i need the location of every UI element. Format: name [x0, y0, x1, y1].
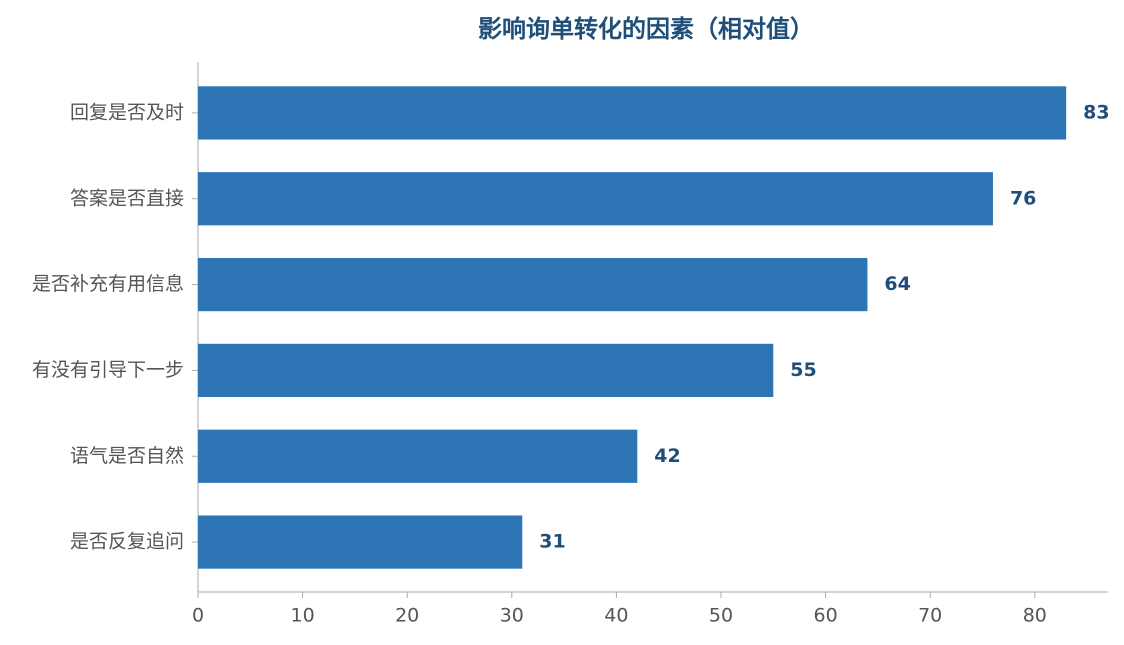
x-tick-label: 30 — [500, 605, 524, 627]
x-tick-label: 0 — [192, 605, 204, 627]
y-tick-label: 是否补充有用信息 — [32, 273, 184, 295]
bar — [198, 343, 774, 398]
bar — [198, 257, 868, 312]
value-label: 64 — [884, 273, 910, 295]
y-tick-label: 有没有引导下一步 — [32, 359, 184, 381]
x-tick-label: 10 — [291, 605, 315, 627]
x-tick-label: 50 — [709, 605, 733, 627]
value-label: 83 — [1083, 101, 1109, 123]
bar — [198, 172, 993, 226]
y-tick-label: 语气是否自然 — [70, 445, 184, 467]
value-label: 31 — [539, 531, 565, 553]
x-tick-label: 40 — [604, 605, 628, 627]
y-tick-label: 答案是否直接 — [70, 187, 184, 209]
bar — [198, 86, 1067, 140]
x-tick-label: 80 — [1023, 605, 1047, 627]
bar — [198, 515, 523, 569]
x-tick-label: 20 — [395, 605, 419, 627]
y-tick-label: 是否反复追问 — [70, 531, 184, 553]
value-label: 76 — [1010, 187, 1036, 209]
value-label: 42 — [654, 445, 680, 467]
x-tick-label: 60 — [813, 605, 837, 627]
x-tick-label: 70 — [918, 605, 942, 627]
chart-title: 影响询单转化的因素（相对值） — [478, 15, 814, 43]
value-label: 55 — [790, 359, 816, 381]
bar — [198, 429, 638, 483]
y-tick-label: 回复是否及时 — [70, 101, 184, 123]
